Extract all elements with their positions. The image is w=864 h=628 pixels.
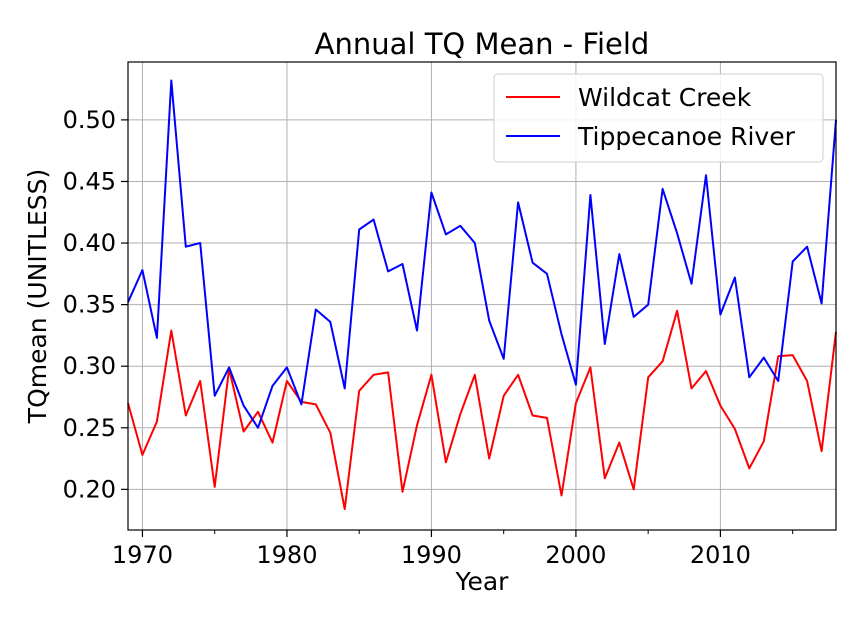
series-line-tippecanoe-river bbox=[127, 79, 837, 429]
y-tick-label: 0.30 bbox=[63, 352, 116, 380]
y-tick-label: 0.35 bbox=[63, 291, 116, 319]
series-line-wildcat-creek bbox=[127, 309, 837, 511]
y-tick-label: 0.50 bbox=[63, 106, 116, 134]
y-tick-label: 0.20 bbox=[63, 475, 116, 503]
x-tick-label: 1990 bbox=[401, 541, 462, 569]
legend-box bbox=[493, 73, 824, 163]
x-tick-label: 2010 bbox=[690, 541, 751, 569]
x-tick-label: 2000 bbox=[545, 541, 606, 569]
y-tick-label: 0.25 bbox=[63, 414, 116, 442]
x-axis-label: Year bbox=[455, 567, 510, 596]
y-axis-label: TQmean (UNITLESS) bbox=[23, 169, 52, 424]
series-lines bbox=[127, 79, 837, 511]
legend-label-wildcat-creek: Wildcat Creek bbox=[578, 83, 752, 112]
y-tick-label: 0.45 bbox=[63, 167, 116, 195]
legend-label-tippecanoe-river: Tippecanoe River bbox=[577, 122, 796, 151]
plot-frame bbox=[127, 61, 837, 531]
chart-title: Annual TQ Mean - Field bbox=[315, 27, 650, 61]
y-tick-label: 0.40 bbox=[63, 229, 116, 257]
axis-ticks: 1970 1980 1990 2000 2010 0.20 0.25 0.30 0.35 0.40… bbox=[63, 106, 794, 569]
x-tick-label: 1970 bbox=[112, 541, 173, 569]
legend: Wildcat Creek Tippecanoe River bbox=[493, 73, 824, 163]
x-tick-label: 1980 bbox=[256, 541, 317, 569]
